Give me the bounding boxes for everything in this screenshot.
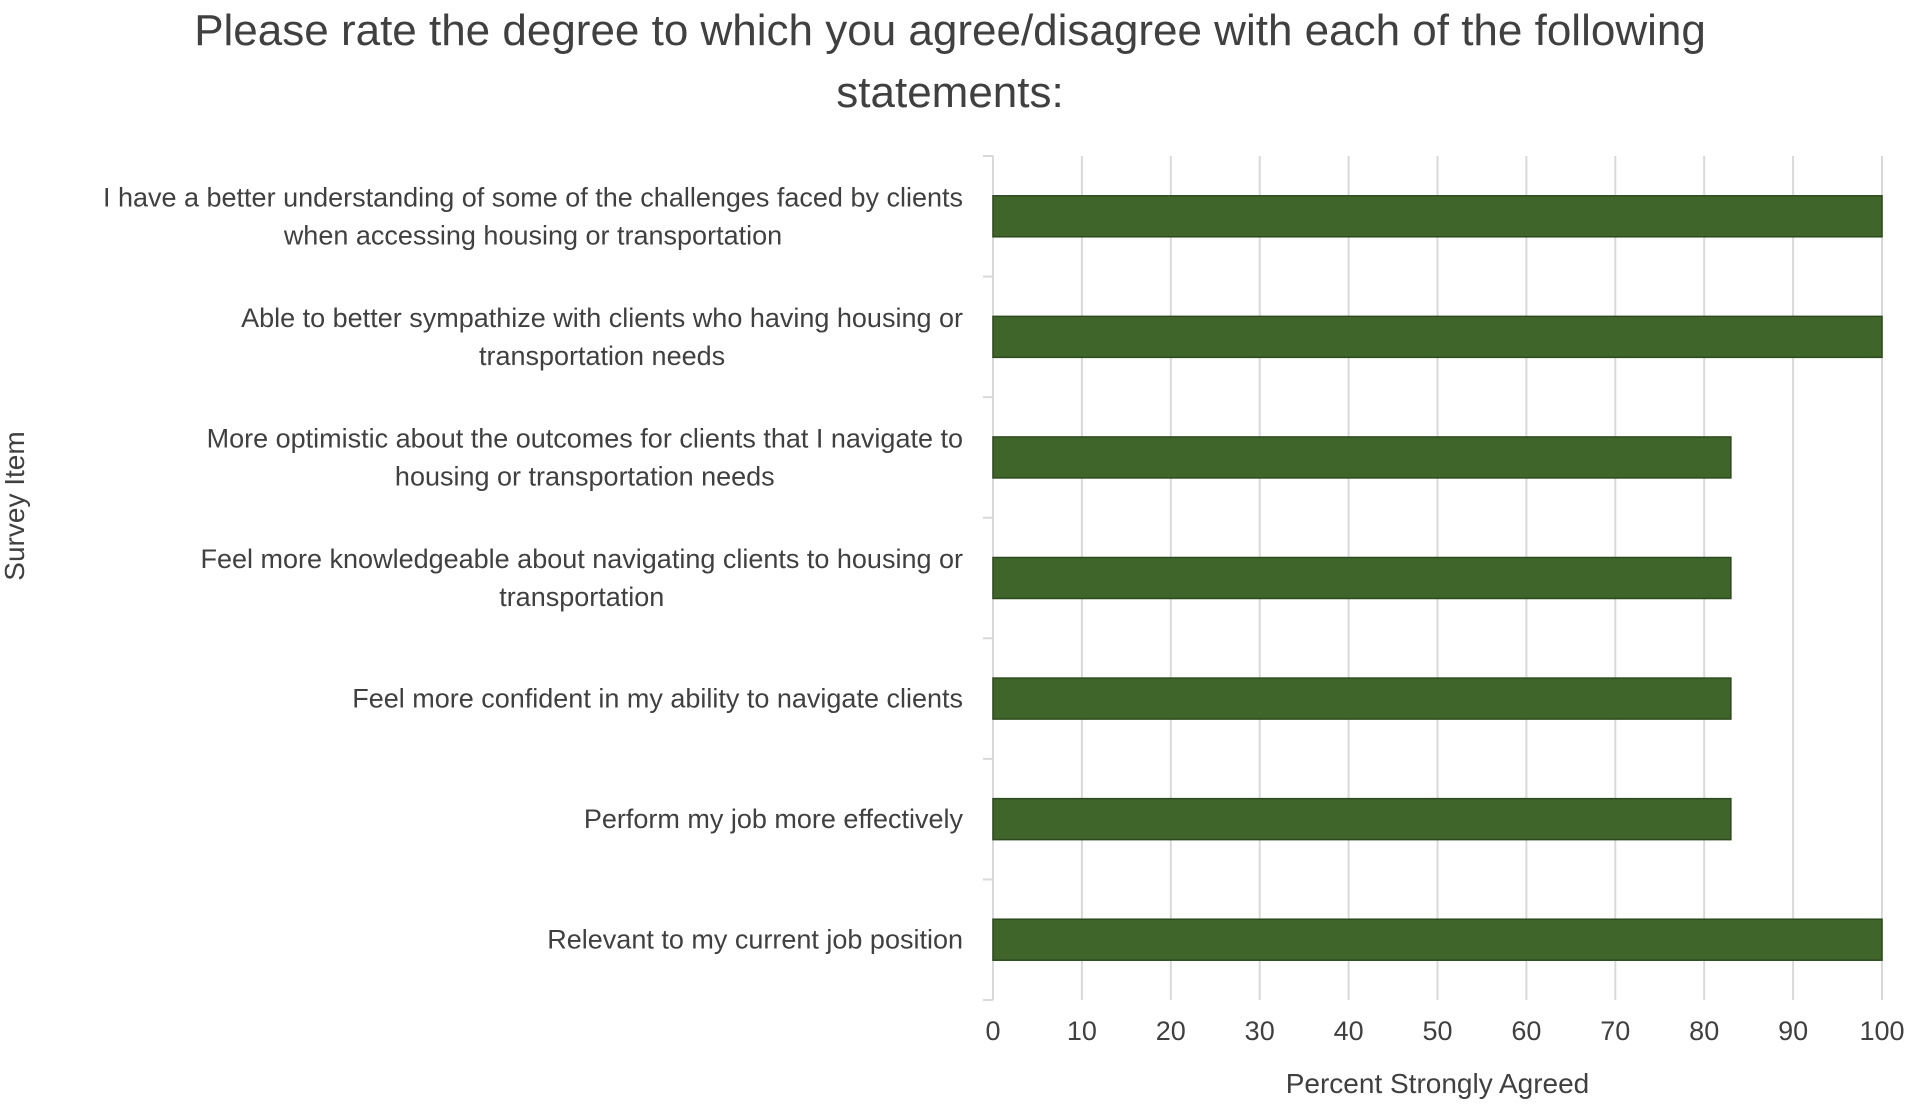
bar xyxy=(992,195,1883,238)
category-label: Feel more confident in my ability to nav… xyxy=(352,684,963,714)
category-label: Feel more knowledgeable about navigating… xyxy=(201,544,964,574)
category-label: Able to better sympathize with clients w… xyxy=(241,303,963,333)
x-tick-label: 20 xyxy=(1156,1016,1186,1046)
bar xyxy=(992,797,1732,841)
x-tick-label: 80 xyxy=(1689,1016,1719,1046)
x-tick-label: 0 xyxy=(985,1016,1000,1046)
category-label: More optimistic about the outcomes for c… xyxy=(207,423,963,453)
x-axis-title: Percent Strongly Agreed xyxy=(1286,1068,1590,1099)
category-label: transportation needs xyxy=(479,341,725,371)
x-tick-label: 70 xyxy=(1600,1016,1630,1046)
x-tick-label: 60 xyxy=(1511,1016,1541,1046)
bars xyxy=(992,195,1883,961)
bar xyxy=(992,436,1732,479)
x-tick-label: 10 xyxy=(1067,1016,1097,1046)
bar xyxy=(992,556,1732,600)
x-tick-labels: 0 10 20 30 40 50 60 70 80 90 100 xyxy=(985,1016,1904,1046)
category-label: housing or transportation needs xyxy=(395,461,775,491)
x-tick-label: 50 xyxy=(1422,1016,1452,1046)
x-tick-label: 40 xyxy=(1334,1016,1364,1046)
bar xyxy=(992,918,1883,961)
bar xyxy=(992,315,1883,359)
x-tick-label: 100 xyxy=(1859,1016,1904,1046)
category-label: when accessing housing or transportation xyxy=(283,220,782,250)
chart-title: Please rate the degree to which you agre… xyxy=(194,6,1706,117)
category-label: Relevant to my current job position xyxy=(547,925,963,955)
category-labels: I have a better understanding of some of… xyxy=(103,182,964,954)
y-axis-title: Survey Item xyxy=(0,431,30,580)
category-label: I have a better understanding of some of… xyxy=(103,182,963,212)
x-tick-label: 30 xyxy=(1245,1016,1275,1046)
axes xyxy=(983,155,994,1001)
category-label: Perform my job more effectively xyxy=(584,804,964,834)
category-label: transportation xyxy=(499,582,664,612)
bar xyxy=(992,677,1732,720)
x-tick-label: 90 xyxy=(1778,1016,1808,1046)
